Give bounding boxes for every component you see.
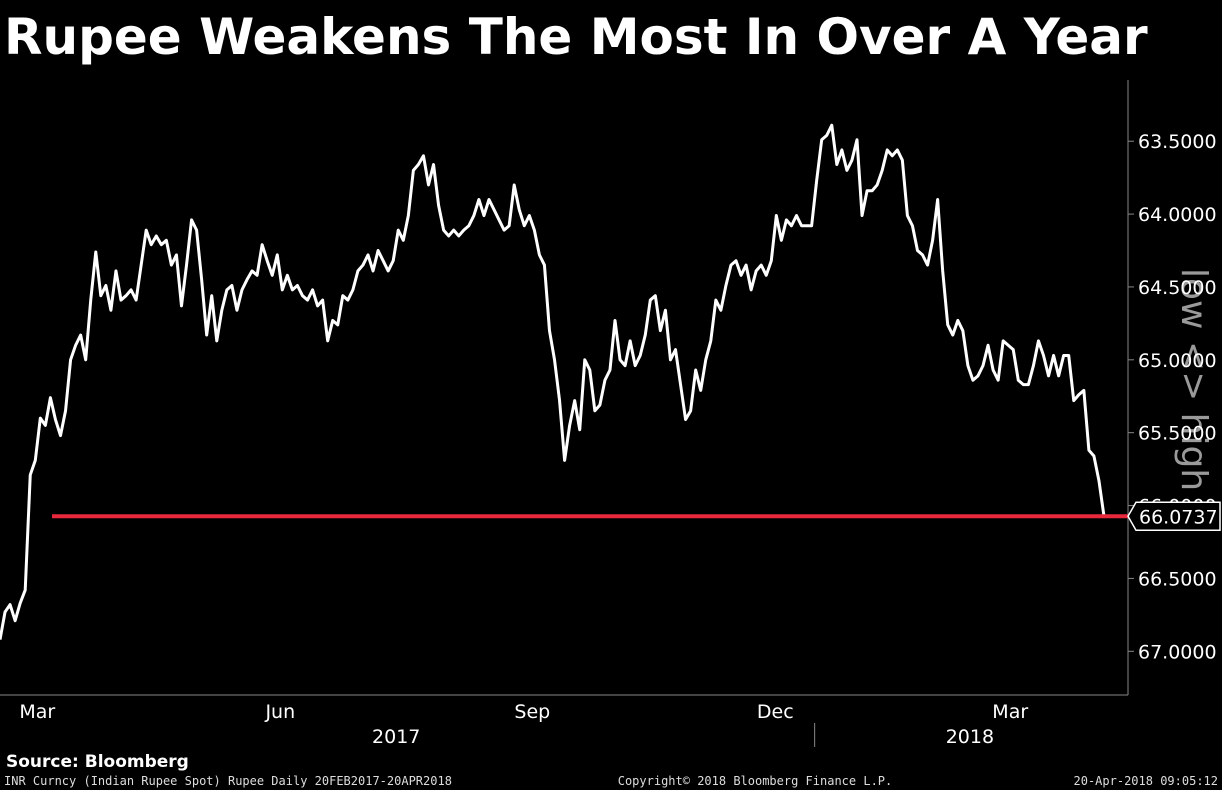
y-tick-label: 66.5000 — [1138, 568, 1217, 590]
side-label: low <> high — [1173, 268, 1214, 491]
y-tick-label: 64.0000 — [1138, 204, 1217, 226]
last-value-label: 66.0737 — [1139, 506, 1218, 528]
y-tick-label: 63.5000 — [1138, 131, 1217, 153]
y-tick-label: 65.5000 — [1138, 423, 1217, 445]
footer-left: INR Curncy (Indian Rupee Spot) Rupee Dai… — [4, 774, 452, 788]
chart-title: Rupee Weakens The Most In Over A Year — [4, 8, 1148, 66]
x-tick-label: Jun — [264, 701, 295, 723]
x-tick-label: Mar — [992, 701, 1028, 723]
y-tick-label: 65.0000 — [1138, 350, 1217, 372]
year-label: 2018 — [946, 726, 994, 748]
source: Source: Bloomberg — [6, 752, 189, 772]
x-tick-label: Mar — [19, 701, 55, 723]
year-label: 2017 — [372, 726, 420, 748]
x-tick-label: Dec — [757, 701, 794, 723]
y-tick-label: 67.0000 — [1138, 641, 1217, 663]
x-tick-label: Sep — [514, 701, 550, 723]
footer-center: Copyright© 2018 Bloomberg Finance L.P. — [618, 774, 893, 788]
price-line — [0, 123, 1106, 640]
y-tick-label: 64.5000 — [1138, 277, 1217, 299]
footer-right: 20-Apr-2018 09:05:12 — [1074, 774, 1219, 788]
last-value-box — [1127, 501, 1221, 532]
